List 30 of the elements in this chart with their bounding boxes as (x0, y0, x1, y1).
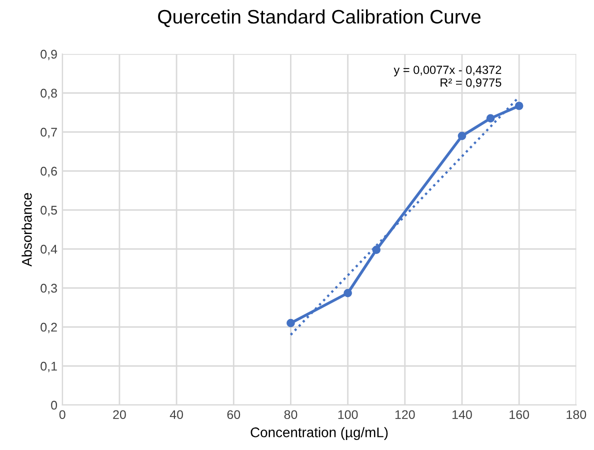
point (514, 102, 524, 110)
y-tick-label: 0,8 (40, 88, 57, 100)
y-tick-label: 0,3 (40, 284, 57, 294)
y-tick-label: 0,7 (40, 128, 57, 138)
point (458, 132, 466, 140)
y-tick-label: 0 (51, 400, 58, 410)
point (372, 246, 381, 254)
x-tick-label: 180 (566, 410, 586, 420)
x-tick-label: 60 (227, 410, 240, 420)
y-tick-label: 0,1 (40, 362, 57, 372)
y-tick-label: 0,4 (40, 244, 58, 256)
x-tick-label: 0 (59, 410, 66, 420)
y-axis-title: Absorbance (22, 193, 32, 267)
annotation: y = 0,0077x - 0,4372 R² = 0,9775 (394, 66, 502, 88)
x-tick-label: 80 (284, 410, 298, 420)
point (344, 288, 352, 298)
x-tick-label: 20 (113, 410, 126, 420)
point (486, 114, 495, 123)
x-axis-title: Concentration (µg/mL) (250, 427, 388, 440)
x-tick-label: 100 (338, 410, 358, 420)
x-tick-label: 140 (452, 410, 472, 420)
y-tick-label: 0,5 (40, 206, 57, 216)
x-tick-label: 120 (395, 410, 415, 420)
y-tick-label: 0,6 (40, 166, 57, 178)
x-tick-label: 160 (510, 410, 530, 420)
point (286, 318, 295, 328)
x-tick-label: 40 (170, 410, 184, 420)
chart-title: Quercetin Standard Calibration Curve (158, 9, 481, 28)
y-tick-label: 0,9 (40, 50, 57, 60)
y-tick-label: 0,2 (40, 322, 57, 334)
